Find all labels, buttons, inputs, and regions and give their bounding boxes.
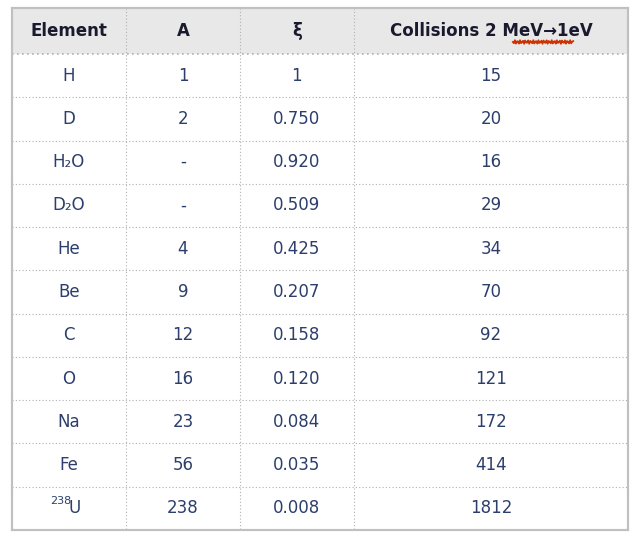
Text: 0.158: 0.158	[273, 326, 321, 344]
Text: C: C	[63, 326, 75, 344]
Text: D: D	[63, 110, 76, 128]
Text: Element: Element	[31, 22, 108, 40]
Text: 1812: 1812	[470, 499, 512, 518]
Bar	[12, 140, 628, 184]
Text: 16: 16	[172, 370, 193, 387]
Text: 92: 92	[481, 326, 502, 344]
Text: 23: 23	[172, 413, 193, 431]
Text: U: U	[69, 499, 81, 518]
Text: 0.750: 0.750	[273, 110, 321, 128]
Text: 2: 2	[178, 110, 188, 128]
Text: 15: 15	[481, 67, 502, 84]
Text: Be: Be	[58, 283, 80, 301]
Bar	[12, 8, 628, 54]
Bar	[12, 443, 628, 487]
Text: Collisions 2 MeV→1eV: Collisions 2 MeV→1eV	[390, 22, 592, 40]
Text: H₂O: H₂O	[53, 153, 85, 171]
Text: 0.920: 0.920	[273, 153, 321, 171]
Bar	[12, 314, 628, 357]
Text: Na: Na	[58, 413, 80, 431]
Text: Fe: Fe	[60, 456, 79, 474]
Text: 1: 1	[178, 67, 188, 84]
Text: 16: 16	[481, 153, 502, 171]
Text: -: -	[180, 196, 186, 215]
Text: 172: 172	[475, 413, 507, 431]
Text: 0.509: 0.509	[273, 196, 321, 215]
Bar	[12, 271, 628, 314]
Text: 34: 34	[481, 240, 502, 258]
Bar	[12, 184, 628, 227]
Text: 12: 12	[172, 326, 193, 344]
Text: 20: 20	[481, 110, 502, 128]
Text: 0.207: 0.207	[273, 283, 321, 301]
Bar	[12, 487, 628, 530]
Text: ξ: ξ	[292, 22, 302, 40]
Text: He: He	[58, 240, 81, 258]
Text: 0.008: 0.008	[273, 499, 321, 518]
Text: 70: 70	[481, 283, 502, 301]
Text: 56: 56	[172, 456, 193, 474]
Bar	[12, 357, 628, 400]
Text: 121: 121	[475, 370, 507, 387]
Text: 0.035: 0.035	[273, 456, 321, 474]
Text: D₂O: D₂O	[52, 196, 85, 215]
Bar	[12, 97, 628, 140]
Text: 1: 1	[292, 67, 302, 84]
Bar	[12, 227, 628, 271]
Text: 29: 29	[481, 196, 502, 215]
Text: H: H	[63, 67, 76, 84]
Text: 238: 238	[51, 497, 72, 506]
Text: 0.084: 0.084	[273, 413, 321, 431]
Text: A: A	[177, 22, 189, 40]
Text: -: -	[180, 153, 186, 171]
Text: 414: 414	[475, 456, 507, 474]
Text: 238: 238	[167, 499, 199, 518]
Text: 9: 9	[178, 283, 188, 301]
Bar	[12, 54, 628, 97]
Text: 0.120: 0.120	[273, 370, 321, 387]
Bar	[12, 400, 628, 443]
Text: 4: 4	[178, 240, 188, 258]
Text: O: O	[63, 370, 76, 387]
Text: 0.425: 0.425	[273, 240, 321, 258]
